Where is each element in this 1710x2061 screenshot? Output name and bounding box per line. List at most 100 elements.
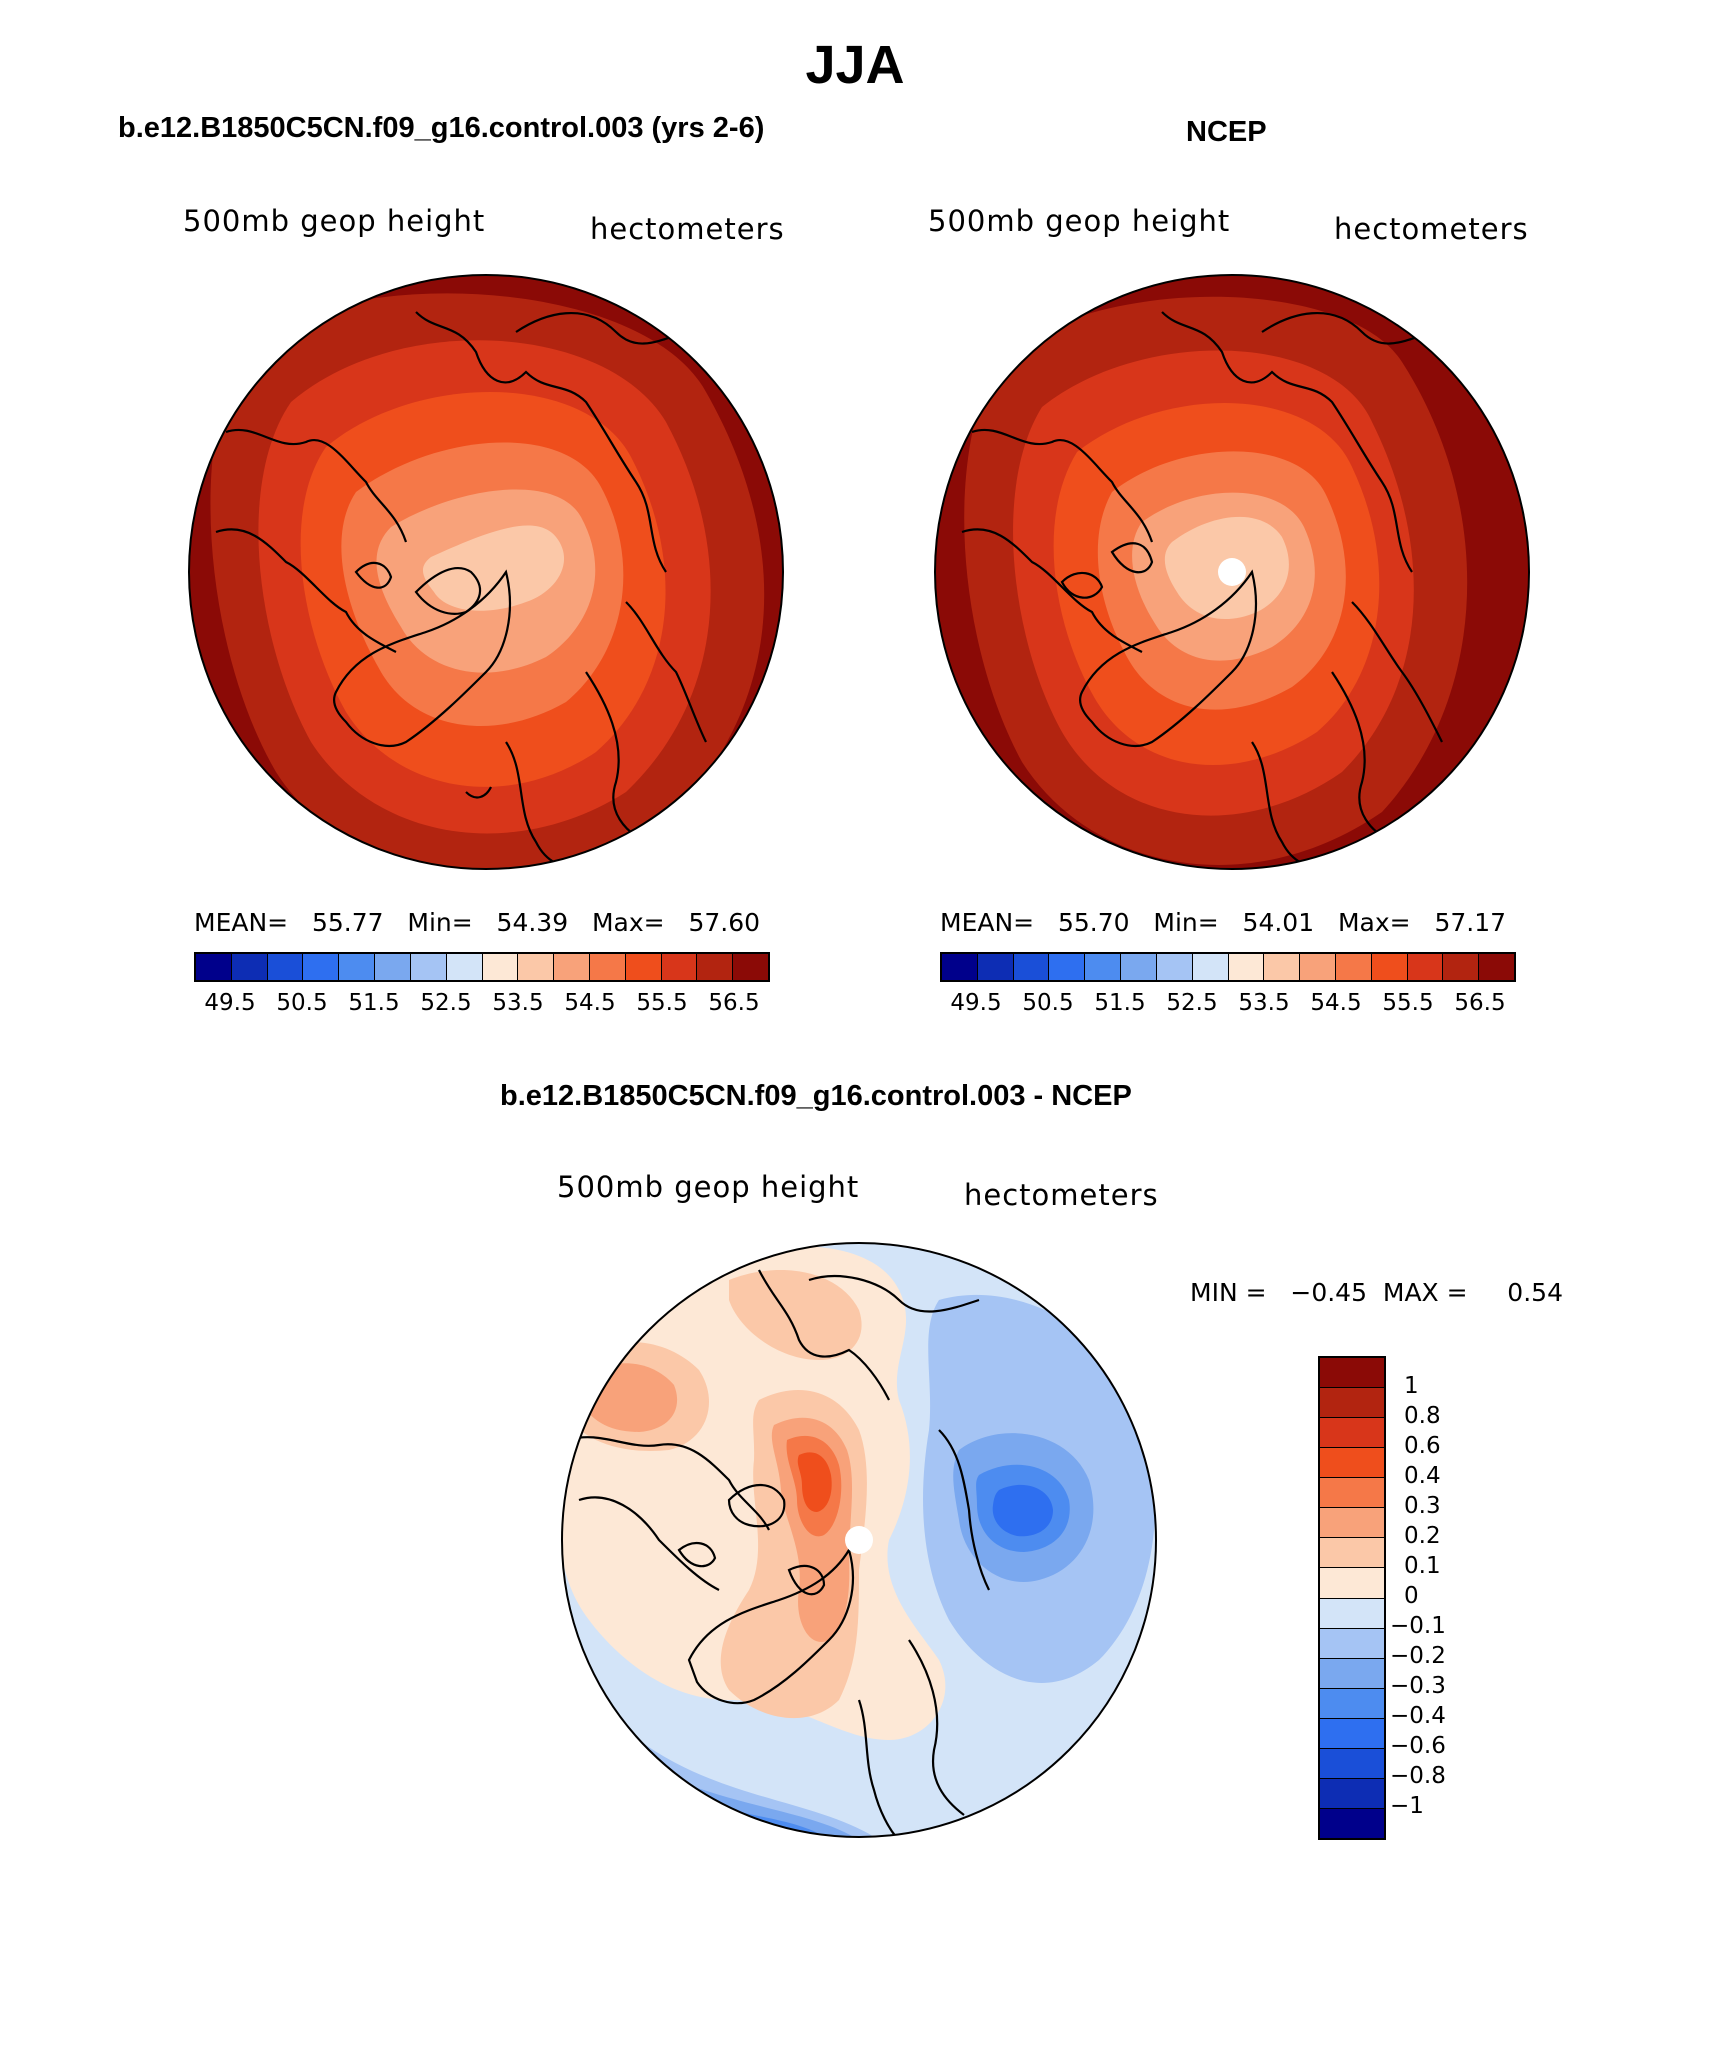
right-colorbar-swatch xyxy=(1012,954,1049,980)
left-min-label: Min= xyxy=(407,908,473,937)
left-coastlines xyxy=(215,311,707,868)
left-colorbar-swatch xyxy=(374,954,410,980)
right-max-label: Max= xyxy=(1337,908,1411,937)
right-colorbar-swatch xyxy=(1442,954,1479,980)
diff-colorbar-swatch xyxy=(1320,1807,1384,1838)
left-colorbar-swatch xyxy=(660,954,697,980)
diff-minmax: MIN = −0.45 MAX = 0.54 xyxy=(1190,1278,1563,1307)
diff-colorbar-swatch xyxy=(1320,1597,1384,1628)
left-colorbar-swatch xyxy=(409,954,446,980)
diff-coastlines xyxy=(568,1269,990,1837)
diff-colorbar-swatch xyxy=(1320,1358,1384,1388)
diff-case-title: b.e12.B1850C5CN.f09_g16.control.003 - NC… xyxy=(500,1080,1132,1112)
left-stats: MEAN= 55.77 Min= 54.39 Max= 57.60 xyxy=(194,908,760,937)
diff-colorbar-swatch xyxy=(1320,1477,1384,1508)
diff-polar-map xyxy=(561,1242,1157,1838)
left-case-title: b.e12.B1850C5CN.f09_g16.control.003 (yrs… xyxy=(118,112,765,144)
right-coastlines xyxy=(961,311,1443,868)
right-colorbar-swatch xyxy=(976,954,1013,980)
right-min-value: 54.01 xyxy=(1242,908,1315,937)
diff-colorbar-swatch xyxy=(1320,1627,1384,1658)
right-colorbar-swatch xyxy=(1227,954,1264,980)
diff-colorbar-tick-label: −0.4 xyxy=(1390,1703,1446,1729)
right-colorbar-swatch xyxy=(1370,954,1407,980)
diff-colorbar-tick-label: 0.2 xyxy=(1404,1523,1441,1549)
right-colorbar-swatch xyxy=(1048,954,1085,980)
diff-colorbar-swatch xyxy=(1320,1717,1384,1748)
diff-colorbar-ticks: 1 0.8 0.6 0.4 0.3 0.2 0.1 0 −0.1 −0.2 −0.3 −0.4 −0.6… xyxy=(1390,1356,1510,1840)
diff-colorbar-tick-label: −1 xyxy=(1390,1793,1424,1819)
right-colorbar-tick-label: 49.5 xyxy=(950,990,1002,1016)
left-colorbar-ticks: 49.5 50.5 51.5 52.5 53.5 54.5 55.5 56.5 xyxy=(194,990,770,1020)
diff-colorbar-swatch xyxy=(1320,1777,1384,1808)
left-colorbar-tick-label: 56.5 xyxy=(708,990,760,1016)
left-polar-map xyxy=(188,274,784,870)
right-case-title: NCEP xyxy=(1186,116,1267,148)
right-max-value: 57.17 xyxy=(1434,908,1507,937)
diff-colorbar-tick-label: −0.8 xyxy=(1390,1763,1446,1789)
left-colorbar-swatch xyxy=(624,954,661,980)
left-colorbar-swatch xyxy=(588,954,625,980)
right-colorbar-swatch xyxy=(1191,954,1228,980)
diff-colorbar-tick-label: 0.6 xyxy=(1404,1433,1441,1459)
left-colorbar-tick-label: 55.5 xyxy=(636,990,688,1016)
left-mean-value: 55.77 xyxy=(311,908,384,937)
right-map-boundary xyxy=(934,274,1530,870)
right-colorbar-tick-label: 50.5 xyxy=(1022,990,1074,1016)
left-colorbar-tick-label: 52.5 xyxy=(420,990,472,1016)
left-units-label: hectometers xyxy=(590,212,785,246)
left-colorbar-swatch xyxy=(732,954,768,980)
right-min-label: Min= xyxy=(1153,908,1219,937)
diff-colorbar-tick-label: 1 xyxy=(1404,1373,1419,1399)
diff-map-field xyxy=(562,1243,1156,1837)
right-colorbar-ticks: 49.5 50.5 51.5 52.5 53.5 54.5 55.5 56.5 xyxy=(940,990,1516,1020)
left-colorbar-swatch xyxy=(481,954,518,980)
right-colorbar-swatch xyxy=(1299,954,1335,980)
left-colorbar-tick-label: 54.5 xyxy=(564,990,616,1016)
right-stats: MEAN= 55.70 Min= 54.01 Max= 57.17 xyxy=(940,908,1506,937)
diff-map-boundary xyxy=(561,1242,1157,1838)
left-variable-label: 500mb geop height xyxy=(183,204,486,238)
diff-colorbar-swatch xyxy=(1320,1447,1384,1478)
diff-colorbar-tick-label: −0.2 xyxy=(1390,1643,1446,1669)
left-colorbar-swatch xyxy=(517,954,554,980)
diff-colorbar-swatch xyxy=(1320,1387,1384,1418)
right-colorbar-swatch xyxy=(1120,954,1156,980)
right-colorbar-tick-label: 52.5 xyxy=(1166,990,1218,1016)
right-colorbar-swatch xyxy=(1334,954,1371,980)
diff-colorbar-swatch xyxy=(1320,1747,1384,1778)
diff-colorbar xyxy=(1318,1356,1386,1840)
diff-colorbar-swatch xyxy=(1320,1537,1384,1568)
right-colorbar-swatch xyxy=(1406,954,1443,980)
left-max-value: 57.60 xyxy=(688,908,761,937)
diff-colorbar-tick-label: 0.4 xyxy=(1404,1463,1441,1489)
left-max-label: Max= xyxy=(591,908,665,937)
right-colorbar-tick-label: 56.5 xyxy=(1454,990,1506,1016)
diff-colorbar-swatch xyxy=(1320,1507,1384,1538)
left-colorbar-tick-label: 51.5 xyxy=(348,990,400,1016)
diff-field-band-pos0-2-north xyxy=(729,1270,862,1360)
diff-colorbar-tick-label: 0 xyxy=(1404,1583,1419,1609)
diff-colorbar-swatch xyxy=(1320,1657,1384,1688)
diff-colorbar-tick-label: −0.3 xyxy=(1390,1673,1446,1699)
left-colorbar-tick-label: 49.5 xyxy=(204,990,256,1016)
left-colorbar-swatch xyxy=(338,954,375,980)
diff-colorbar-swatch xyxy=(1320,1687,1384,1718)
right-colorbar-tick-label: 53.5 xyxy=(1238,990,1290,1016)
diff-variable-label: 500mb geop height xyxy=(557,1170,860,1204)
left-colorbar-tick-label: 53.5 xyxy=(492,990,544,1016)
right-colorbar-tick-label: 51.5 xyxy=(1094,990,1146,1016)
diff-colorbar-tick-label: −0.6 xyxy=(1390,1733,1446,1759)
right-colorbar-tick-label: 54.5 xyxy=(1310,990,1362,1016)
diff-colorbar-swatch xyxy=(1320,1417,1384,1448)
left-mean-label: MEAN= xyxy=(194,908,289,937)
diff-colorbar-swatch xyxy=(1320,1567,1384,1598)
right-mean-value: 55.70 xyxy=(1057,908,1130,937)
left-map-field xyxy=(189,275,783,869)
left-colorbar-swatch xyxy=(302,954,339,980)
right-mean-label: MEAN= xyxy=(940,908,1035,937)
left-min-value: 54.39 xyxy=(496,908,569,937)
left-colorbar-swatch xyxy=(696,954,733,980)
diff-colorbar-tick-label: 0.1 xyxy=(1404,1553,1441,1579)
figure-title: JJA xyxy=(805,35,905,95)
